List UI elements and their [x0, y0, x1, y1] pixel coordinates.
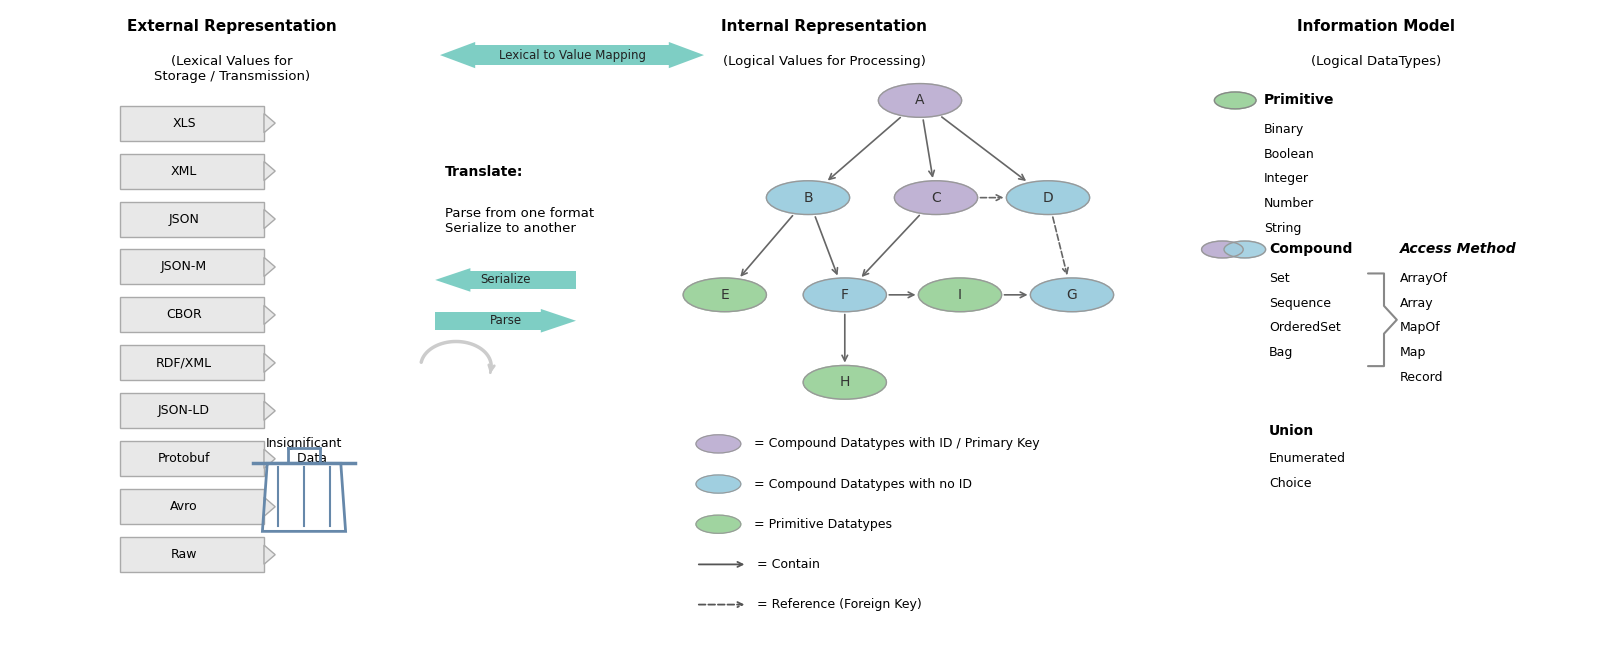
Text: RDF/XML: RDF/XML — [155, 356, 213, 369]
Text: D: D — [1043, 191, 1053, 205]
Text: Binary: Binary — [1264, 123, 1304, 136]
Ellipse shape — [918, 278, 1002, 312]
Text: JSON-M: JSON-M — [162, 260, 206, 273]
Polygon shape — [435, 268, 470, 292]
FancyBboxPatch shape — [120, 393, 264, 428]
Circle shape — [696, 475, 741, 493]
Polygon shape — [440, 42, 475, 68]
Polygon shape — [669, 42, 704, 68]
Text: B: B — [803, 191, 813, 205]
Polygon shape — [264, 161, 275, 181]
Text: JSON: JSON — [168, 213, 200, 226]
Ellipse shape — [803, 365, 886, 399]
Polygon shape — [541, 309, 576, 332]
Text: String: String — [1264, 222, 1301, 235]
Circle shape — [1224, 241, 1266, 258]
Circle shape — [1202, 241, 1243, 258]
Text: = Reference (Foreign Key): = Reference (Foreign Key) — [757, 598, 922, 611]
Text: Raw: Raw — [171, 548, 197, 561]
Text: (Logical DataTypes): (Logical DataTypes) — [1310, 55, 1442, 68]
FancyBboxPatch shape — [120, 154, 264, 189]
Text: XML: XML — [171, 165, 197, 178]
Text: A: A — [915, 93, 925, 108]
Text: Lexical to Value Mapping: Lexical to Value Mapping — [499, 49, 645, 62]
Text: E: E — [720, 288, 730, 302]
Text: Number: Number — [1264, 197, 1314, 210]
FancyBboxPatch shape — [470, 271, 576, 289]
Polygon shape — [264, 449, 275, 469]
Polygon shape — [264, 209, 275, 229]
Ellipse shape — [803, 278, 886, 312]
FancyBboxPatch shape — [120, 297, 264, 332]
Text: External Representation: External Representation — [126, 19, 338, 34]
Text: Protobuf: Protobuf — [158, 452, 210, 465]
Text: Record: Record — [1400, 371, 1443, 384]
Polygon shape — [264, 257, 275, 277]
Text: ArrayOf: ArrayOf — [1400, 272, 1448, 285]
Text: Boolean: Boolean — [1264, 148, 1315, 161]
Text: Access Method: Access Method — [1400, 242, 1517, 257]
Circle shape — [696, 515, 741, 533]
Polygon shape — [264, 305, 275, 325]
FancyBboxPatch shape — [120, 441, 264, 476]
Text: Integer: Integer — [1264, 172, 1309, 185]
Text: I: I — [958, 288, 962, 302]
Text: Translate:: Translate: — [445, 165, 523, 179]
FancyBboxPatch shape — [435, 312, 541, 329]
Text: Parse: Parse — [490, 314, 522, 327]
Text: MapOf: MapOf — [1400, 321, 1440, 334]
Ellipse shape — [1030, 278, 1114, 312]
Text: (Logical Values for Processing): (Logical Values for Processing) — [723, 55, 925, 68]
Text: = Compound Datatypes with ID / Primary Key: = Compound Datatypes with ID / Primary K… — [754, 437, 1040, 450]
FancyBboxPatch shape — [120, 489, 264, 524]
Text: = Compound Datatypes with no ID: = Compound Datatypes with no ID — [754, 478, 971, 491]
Polygon shape — [264, 353, 275, 373]
Text: C: C — [931, 191, 941, 205]
Text: F: F — [842, 288, 850, 302]
Polygon shape — [264, 545, 275, 564]
Text: Serialize: Serialize — [480, 273, 531, 286]
Polygon shape — [264, 497, 275, 516]
FancyBboxPatch shape — [120, 106, 264, 141]
Text: Avro: Avro — [170, 500, 198, 513]
Text: (Lexical Values for
Storage / Transmission): (Lexical Values for Storage / Transmissi… — [154, 55, 310, 83]
Text: XLS: XLS — [173, 117, 195, 130]
FancyBboxPatch shape — [475, 45, 669, 65]
Circle shape — [1214, 92, 1256, 109]
Text: Compound: Compound — [1269, 242, 1352, 257]
FancyBboxPatch shape — [120, 202, 264, 237]
Text: Choice: Choice — [1269, 477, 1312, 490]
FancyBboxPatch shape — [120, 249, 264, 284]
Text: Array: Array — [1400, 297, 1434, 310]
Circle shape — [696, 435, 741, 453]
Text: JSON-LD: JSON-LD — [158, 404, 210, 417]
FancyBboxPatch shape — [120, 345, 264, 380]
Text: Information Model: Information Model — [1298, 19, 1454, 34]
Ellipse shape — [1006, 181, 1090, 214]
Text: = Contain: = Contain — [757, 558, 819, 571]
Text: Set: Set — [1269, 272, 1290, 285]
Text: OrderedSet: OrderedSet — [1269, 321, 1341, 334]
FancyBboxPatch shape — [120, 537, 264, 572]
Text: Insignificant
    Data: Insignificant Data — [266, 437, 342, 465]
Ellipse shape — [683, 278, 766, 312]
Text: Union: Union — [1269, 424, 1314, 438]
Text: Parse from one format
Serialize to another: Parse from one format Serialize to anoth… — [445, 207, 594, 235]
Ellipse shape — [766, 181, 850, 214]
Text: Primitive: Primitive — [1264, 93, 1334, 108]
Polygon shape — [264, 113, 275, 133]
Text: H: H — [840, 375, 850, 389]
Ellipse shape — [894, 181, 978, 214]
Text: Map: Map — [1400, 346, 1426, 359]
Text: G: G — [1067, 288, 1077, 302]
Text: Internal Representation: Internal Representation — [722, 19, 926, 34]
Text: CBOR: CBOR — [166, 308, 202, 321]
Ellipse shape — [878, 84, 962, 117]
Polygon shape — [264, 401, 275, 421]
Text: Enumerated: Enumerated — [1269, 452, 1346, 465]
Text: Bag: Bag — [1269, 346, 1293, 359]
Text: = Primitive Datatypes: = Primitive Datatypes — [754, 518, 891, 531]
Text: Sequence: Sequence — [1269, 297, 1331, 310]
